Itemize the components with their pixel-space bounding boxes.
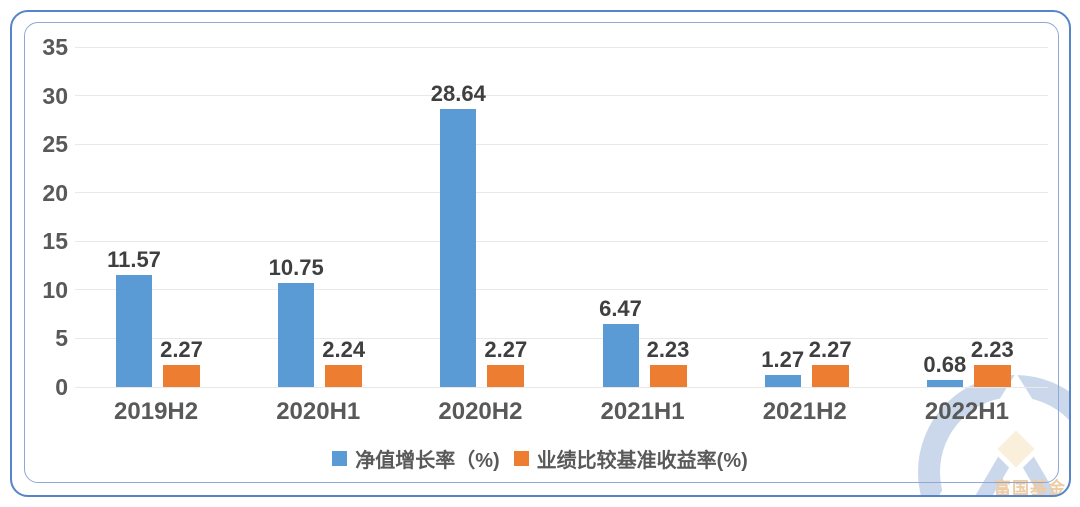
y-axis-tick-label: 30 [42,82,68,109]
gridline [75,143,1048,145]
bar-value-label: 2.27 [160,336,203,362]
bar-value-label: 2.23 [646,337,690,363]
y-axis-tick-label: 15 [42,228,68,255]
gridline [75,289,1048,291]
gridline [75,386,1048,388]
watermark-chevron-white-icon [938,372,1071,497]
y-axis-tick-label: 10 [42,276,68,303]
bar-nav-growth [602,324,639,387]
bar-nav-growth [116,274,152,387]
y-axis-tick-label: 5 [55,325,68,352]
bar-benchmark [163,364,200,387]
legend-item: 业绩比较基准收益率(%) [513,444,748,473]
bar-value-label: 1.27 [761,346,805,372]
bar-nav-growth [278,282,315,387]
y-axis-tick-label: 35 [42,34,68,60]
x-axis-category-label: 2020H2 [438,398,523,425]
y-axis-tick-label: 20 [42,179,68,206]
watermark-diamond-icon [990,423,1042,475]
bar-nav-growth [764,374,801,387]
y-axis-tick-label: 0 [55,374,68,400]
x-axis-category-label: 2022H1 [924,398,1009,425]
bar-value-label: 0.68 [923,352,967,378]
bar-value-label: 2.27 [484,336,528,362]
bar-value-label: 2.24 [322,337,366,363]
bar-nav-growth [926,380,963,387]
bar-nav-growth [440,108,477,387]
bar-benchmark [811,364,849,387]
gridline [75,95,1048,97]
bar-value-label: 10.75 [268,254,324,280]
gridline [75,192,1048,194]
legend-swatch-icon [513,451,529,466]
legend-label: 净值增长率（%) [355,450,500,472]
bar-value-label: 6.47 [599,296,642,322]
gridline [75,240,1048,242]
y-axis-tick-label: 25 [42,131,68,158]
legend-item: 净值增长率（%) [332,444,500,473]
legend-swatch-icon [332,451,348,466]
bar-value-label: 11.57 [107,246,161,272]
bar-benchmark [973,365,1011,387]
x-axis-category-label: 2020H1 [276,398,361,425]
bar-benchmark [649,365,687,387]
bar-value-label: 28.64 [430,80,486,106]
bar-value-label: 2.27 [808,336,852,362]
legend-label: 业绩比较基准收益率(%) [536,450,748,472]
x-axis-category-label: 2021H1 [600,398,685,425]
gridline [75,46,1048,48]
chart-legend: 净值增长率（%) 业绩比较基准收益率(%) [0,444,1080,473]
bar-benchmark [487,364,525,387]
bar-benchmark [325,365,363,387]
gridline [75,337,1048,339]
x-axis-category-label: 2019H2 [114,398,199,425]
bar-value-label: 2.23 [970,337,1014,363]
x-axis-category-label: 2021H2 [762,398,847,425]
